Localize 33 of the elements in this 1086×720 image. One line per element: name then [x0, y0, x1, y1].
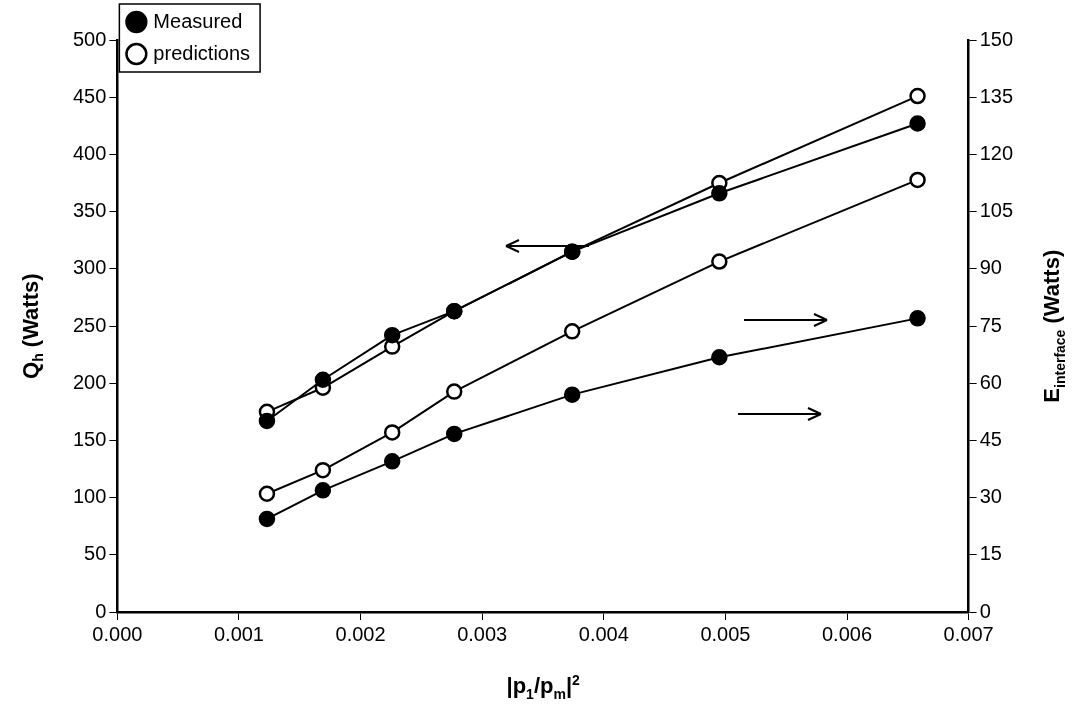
- y2-tick-label: 105: [979, 199, 1014, 222]
- y2-tick-label: 120: [979, 141, 1014, 164]
- y-tick-label: 350: [72, 199, 107, 222]
- y-tick-label: 300: [72, 256, 107, 279]
- y-tick-label: 200: [72, 370, 107, 393]
- y2-tick-label: 150: [979, 27, 1014, 50]
- y-tick-label: 400: [72, 141, 107, 164]
- y-tick-label: 150: [72, 427, 107, 450]
- x-tick-label: 0.006: [821, 622, 873, 645]
- y2-tick-label: 60: [979, 370, 1002, 393]
- x-tick-label: 0.007: [943, 622, 994, 645]
- y2-tick-label: 135: [979, 84, 1014, 107]
- x-tick-label: 0.001: [213, 622, 265, 645]
- x-axis-title: |p$_{1}$/p$_{m}$|$^{2}$: [506, 672, 580, 702]
- y2-tick-label: 45: [979, 427, 1002, 450]
- y-tick-label: 250: [72, 313, 107, 336]
- y-tick-label: 450: [72, 84, 107, 107]
- y2-tick-label: 75: [979, 313, 1002, 336]
- y-tick-label: 100: [72, 485, 107, 508]
- x-tick-label: 0.003: [457, 622, 508, 645]
- x-tick-label: 0.002: [335, 622, 386, 645]
- y2-tick-label: 30: [979, 485, 1002, 508]
- y2-tick-label: 0: [979, 599, 991, 622]
- y-tick-label: 50: [84, 542, 107, 565]
- x-tick-label: 0.005: [700, 622, 751, 645]
- legend-label: Measured: [153, 9, 243, 32]
- y-tick-label: 0: [95, 599, 107, 622]
- y2-tick-label: 15: [979, 542, 1002, 565]
- y-tick-label: 500: [72, 27, 107, 50]
- y2-tick-label: 90: [979, 256, 1002, 279]
- x-tick-label: 0.004: [578, 622, 629, 645]
- legend-label: predictions: [153, 41, 251, 64]
- x-tick-label: 0.000: [92, 622, 143, 645]
